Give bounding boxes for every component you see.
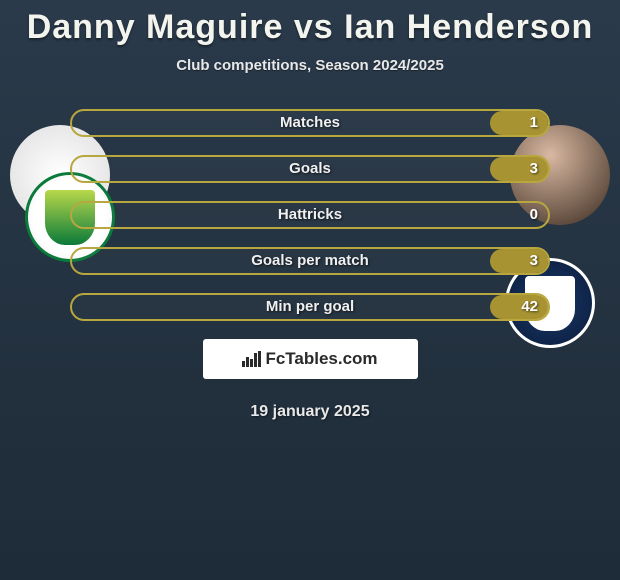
stat-row-goals-per-match: Goals per match 3: [70, 247, 550, 275]
stat-row-goals: Goals 3: [70, 155, 550, 183]
bar-chart-icon: [242, 351, 261, 367]
fctables-label: FcTables.com: [265, 349, 377, 369]
date-label: 19 january 2025: [0, 403, 620, 421]
stat-value-right: 0: [530, 201, 538, 229]
stat-row-matches: Matches 1: [70, 109, 550, 137]
stat-label: Goals: [70, 155, 550, 183]
stat-label: Min per goal: [70, 293, 550, 321]
stats-bars: Matches 1 Goals 3 Hattricks 0 Goals per …: [70, 109, 550, 321]
stat-label: Hattricks: [70, 201, 550, 229]
stat-value-right: 3: [530, 247, 538, 275]
stat-value-right: 1: [530, 109, 538, 137]
stat-row-hattricks: Hattricks 0: [70, 201, 550, 229]
stat-value-right: 3: [530, 155, 538, 183]
stat-label: Goals per match: [70, 247, 550, 275]
stat-label: Matches: [70, 109, 550, 137]
page-title: Danny Maguire vs Ian Henderson: [0, 0, 620, 47]
fctables-badge: FcTables.com: [203, 339, 418, 379]
stat-row-min-per-goal: Min per goal 42: [70, 293, 550, 321]
subtitle: Club competitions, Season 2024/2025: [0, 57, 620, 74]
stat-value-right: 42: [521, 293, 538, 321]
